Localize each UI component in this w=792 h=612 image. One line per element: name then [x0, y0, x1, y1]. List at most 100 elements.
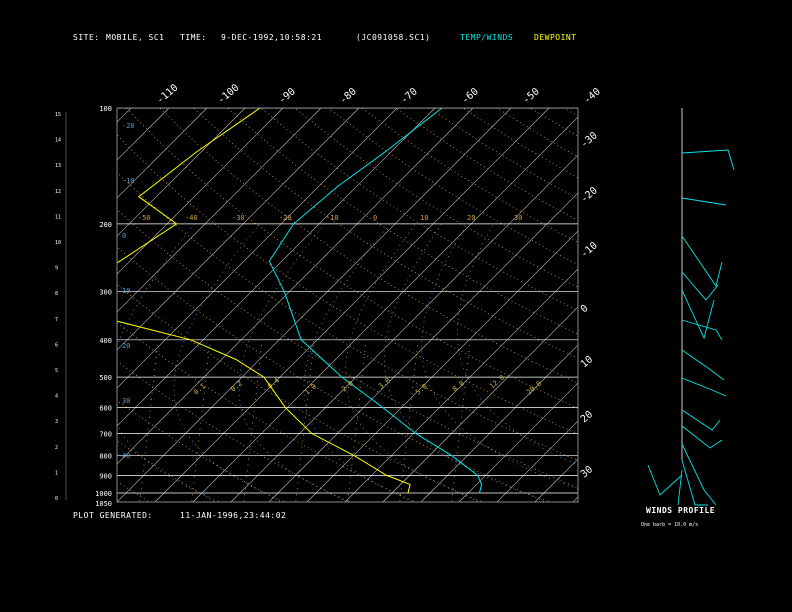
temp-tick-label: -40 [582, 86, 603, 106]
temp-tick-label: -70 [399, 86, 420, 106]
plot-generated-label: PLOT GENERATED: [73, 511, 153, 520]
isotherm-line [117, 108, 322, 313]
isotherm-line [230, 154, 578, 502]
isotherm-line [154, 108, 550, 502]
mixing-ratio-line [243, 339, 263, 502]
pressure-tick-label: 100 [99, 105, 112, 113]
height-tick-label: 9 [55, 266, 58, 272]
isotherm-line [117, 108, 436, 427]
height-tick-label: 4 [55, 394, 58, 400]
isotherm-line [687, 108, 792, 502]
isotherm-line [725, 108, 792, 502]
file-value: (JC091058.SC1) [356, 33, 431, 42]
dry-adiabat-label: 20 [467, 214, 475, 222]
dry-adiabat-line [361, 108, 578, 243]
height-tick-label: 11 [55, 214, 61, 220]
pressure-tick-label: 800 [99, 453, 112, 461]
wind-barb [681, 149, 735, 171]
moist-adiabat-line [344, 223, 482, 502]
wind-profile-note: One barb = 10.0 m/s [641, 522, 699, 528]
dry-adiabat-line [327, 108, 578, 266]
dry-adiabat-line [462, 108, 578, 179]
wind-barb [681, 409, 721, 431]
isotherm-line [117, 108, 398, 389]
isotherm-line [117, 108, 132, 123]
wind-barb [681, 235, 723, 288]
wind-barb [681, 271, 719, 301]
isotherm-line [117, 108, 474, 465]
dewpoint-legend: DEWPOINT [534, 33, 577, 42]
dry-adiabat-label: -40 [185, 214, 198, 222]
dry-adiabat-label: -10 [326, 214, 339, 222]
wind-barb [681, 377, 727, 397]
height-tick-label: 15 [55, 112, 61, 118]
wind-barb [681, 443, 717, 506]
temp-tick-label: -50 [521, 86, 542, 106]
wind-barb [681, 197, 727, 206]
height-tick-label: 2 [55, 445, 58, 451]
isotherm-line [268, 192, 578, 502]
moist-adiabat-line [303, 223, 414, 502]
isotherm-line [763, 108, 792, 502]
isotherm-line [382, 306, 578, 502]
mixing-ratio-label: 1.0 [303, 382, 318, 396]
wind-barb [681, 349, 725, 381]
mixing-ratio-line [191, 339, 211, 502]
wind-profile-title: WINDS PROFILE [646, 506, 716, 515]
time-value: 9-DEC-1992,10:58:21 [221, 33, 323, 42]
temp-tick-label: -10 [579, 240, 600, 260]
moist-adiabat-line [383, 223, 549, 502]
pressure-tick-label: 1000 [95, 490, 112, 498]
pressure-tick-label: 900 [99, 472, 112, 480]
isotherm-line [611, 108, 792, 502]
dry-adiabat-label: -30 [232, 214, 245, 222]
mixing-ratio-label: 0.1 [192, 382, 207, 396]
mixing-ratio-line [399, 339, 419, 502]
moist-adiabat-label: 0 [122, 232, 126, 240]
temp-tick-label: 20 [579, 409, 595, 425]
dry-adiabat-line [117, 134, 578, 435]
pressure-tick-label: 300 [99, 289, 112, 297]
wind-barb [681, 319, 723, 341]
dry-adiabat-line [117, 284, 478, 502]
dry-adiabat-line [563, 108, 578, 117]
moist-adiabat-label: 20 [122, 342, 130, 350]
dry-adiabat-line [117, 360, 347, 502]
dry-adiabat-line [0, 108, 82, 501]
mixing-ratio-label: 5.0 [414, 382, 429, 396]
site-label: SITE: [73, 33, 100, 42]
height-tick-label: 0 [55, 496, 58, 502]
isotherm-line [649, 108, 792, 502]
pressure-tick-label: 700 [99, 430, 112, 438]
mixing-ratio-label: 2.0 [340, 379, 355, 393]
dry-adiabat-line [294, 108, 578, 288]
plot-frame [116, 107, 579, 503]
dry-adiabat-line [117, 440, 215, 502]
dry-adiabat-line [598, 108, 792, 501]
temp-tick-label: -60 [460, 86, 481, 106]
time-label: TIME: [180, 33, 207, 42]
height-tick-label: 8 [55, 291, 58, 297]
temp-tick-label: -20 [579, 185, 600, 205]
temp-legend: TEMP/WINDS [460, 33, 514, 42]
isotherm-line [572, 496, 578, 502]
height-tick-label: 13 [55, 163, 61, 169]
dry-adiabat-label: 30 [514, 214, 522, 222]
isotherm-line [192, 116, 578, 502]
isotherm-line [117, 108, 512, 502]
mixing-ratio-line [139, 339, 159, 502]
wind-barb [647, 464, 683, 496]
height-tick-label: 1 [55, 470, 58, 476]
moist-adiabat-label: 30 [122, 397, 130, 405]
dry-adiabat-label: 0 [373, 214, 377, 222]
moist-adiabat-label: 40 [122, 452, 130, 460]
height-tick-label: 3 [55, 419, 58, 425]
isotherm-line [117, 108, 208, 199]
pressure-tick-label: 600 [99, 405, 112, 413]
isotherm-line [117, 108, 284, 275]
pressure-tick-label: 500 [99, 374, 112, 382]
isotherm-line [534, 458, 578, 502]
wind-barb [681, 289, 715, 340]
dry-adiabat-line [125, 108, 578, 409]
